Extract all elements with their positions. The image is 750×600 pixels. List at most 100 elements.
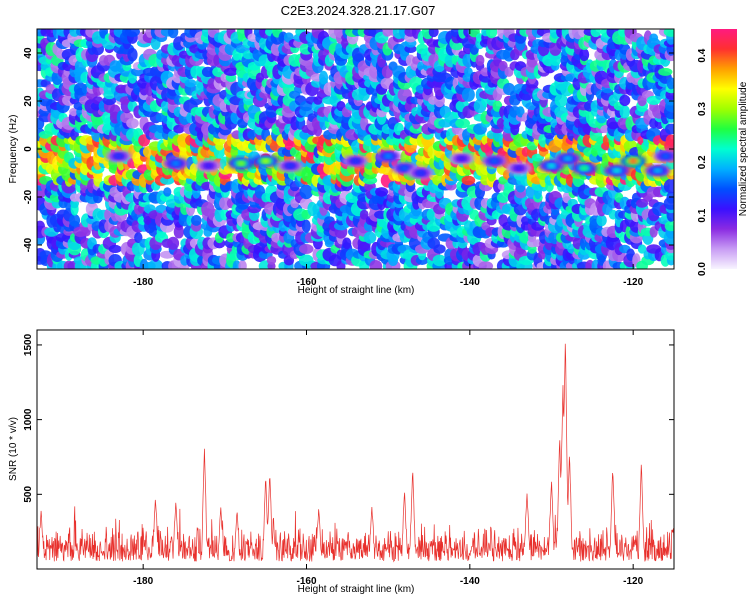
snr-plot-area (37, 330, 674, 569)
spectrogram-hotspot (629, 159, 637, 163)
spectrogram-cell (191, 215, 202, 226)
spectrogram-hotspot (237, 161, 245, 166)
spectrogram-cell (238, 260, 247, 269)
spectrogram-cell (160, 176, 175, 185)
y-tick-label: 20 (23, 95, 34, 107)
spectrogram-hotspot (115, 154, 123, 159)
spectrogram-cell (167, 236, 180, 250)
spectrogram-cell (301, 219, 311, 233)
y-tick-label: -20 (23, 189, 34, 204)
spectrogram-x-ticks: -180 -160 -140 -120 (133, 29, 644, 288)
colorbar-ticks: 0.0 0.1 0.2 0.3 0.4 (697, 48, 708, 276)
spectrogram-hotspot (458, 156, 466, 161)
spectrogram-cell (69, 214, 81, 227)
spectrogram-cell (369, 260, 383, 269)
spectrogram-cell (108, 244, 122, 254)
spectrogram-hotspot (548, 163, 555, 168)
spectrogram-hotspot (662, 154, 670, 159)
spectrogram-cell (619, 105, 630, 119)
colorbar-tick-label: 0.4 (697, 48, 708, 62)
spectrogram-cell (665, 123, 674, 135)
spectrogram-hotspot (417, 171, 425, 175)
snr-panel: -180 -160 -140 -120 500 1000 1500 Height of s… (8, 329, 675, 595)
spectrogram-cells (37, 29, 674, 269)
y-tick-label: 1000 (23, 408, 34, 431)
spectrogram-cell (134, 232, 143, 244)
spectrogram-cell (554, 93, 568, 107)
x-tick-label: -140 (460, 576, 480, 587)
spectrogram-y-axis-label: Frequency (Hz) (8, 115, 19, 184)
spectrogram-hotspot (352, 159, 359, 163)
spectrogram-cell (167, 29, 179, 39)
spectrogram-cell (375, 187, 389, 197)
spectrogram-cell (666, 77, 674, 90)
spectrogram-cell (127, 47, 138, 62)
spectrogram-hotspot (654, 168, 662, 173)
spectrogram-cell (126, 118, 139, 129)
spectrogram-hotspot (613, 168, 621, 173)
spectrogram-panel: -180 -160 -140 -120 -40 -20 0 20 40 Height of s… (8, 28, 675, 296)
x-tick-label: -160 (296, 576, 316, 587)
spectrogram-cell (475, 54, 485, 66)
x-tick-label: -180 (133, 576, 153, 587)
colorbar-tick-label: 0.1 (697, 208, 708, 222)
y-tick-label: 500 (23, 486, 34, 503)
spectrogram-cell (478, 261, 494, 269)
spectrogram-cell (498, 60, 508, 72)
spectrogram-cell (637, 244, 647, 254)
spectrogram-cell (663, 29, 674, 37)
spectrogram-cell (359, 209, 369, 220)
spectrogram-hotspot (564, 156, 572, 161)
spectrogram-y-ticks: -40 -20 0 20 40 (23, 47, 674, 252)
snr-series-line (37, 343, 674, 563)
spectrogram-hotspot (262, 159, 270, 163)
spectrogram-hotspot (286, 163, 294, 168)
spectrogram-cell (433, 244, 446, 254)
y-tick-label: 40 (23, 47, 34, 59)
y-tick-label: 0 (23, 146, 34, 152)
x-tick-label: -120 (623, 576, 643, 587)
snr-y-ticks: 500 1000 1500 (23, 333, 674, 503)
x-tick-label: -180 (133, 277, 153, 288)
spectrogram-cell (596, 214, 607, 227)
spectrogram-hotspot (515, 166, 523, 171)
spectrogram-cell (649, 33, 659, 42)
spectrogram-cell (461, 175, 476, 186)
spectrogram-cell (319, 70, 329, 85)
spectrogram-cell (658, 67, 673, 76)
colorbar-tick-label: 0.2 (697, 155, 708, 169)
colorbar-label: Normalized spectral amplitude (738, 81, 749, 216)
x-tick-label: -120 (623, 277, 643, 288)
spectrogram-cell (342, 237, 352, 250)
y-tick-label: -40 (23, 237, 34, 252)
spectrogram-hotspot (172, 161, 180, 166)
spectrogram-cell (590, 29, 602, 38)
spectrogram-cell (299, 244, 314, 254)
spectrogram-cell (148, 259, 164, 269)
chart-title: C2E3.2024.328.21.17.G07 (281, 3, 436, 18)
spectrogram-cell (666, 191, 674, 204)
spectrogram-cell (461, 87, 475, 102)
spectrogram-cell (579, 48, 590, 62)
spectrogram-cell (486, 29, 498, 39)
y-tick-label: 1500 (23, 333, 34, 356)
spectrogram-cell (663, 178, 674, 194)
snr-x-axis-label: Height of straight line (km) (298, 584, 415, 595)
colorbar-gradient (711, 29, 737, 269)
spectrogram-cell (266, 256, 277, 265)
x-tick-label: -140 (460, 277, 480, 288)
spectrogram-hotspot (384, 154, 392, 159)
colorbar-tick-label: 0.0 (697, 262, 708, 276)
colorbar-tick-label: 0.3 (697, 102, 708, 116)
spectrogram-cell (184, 79, 197, 88)
snr-frame (36, 329, 675, 570)
spectrogram-cell (299, 184, 314, 200)
spectrogram-cell (163, 187, 172, 197)
spectrogram-hotspot (401, 166, 408, 171)
spectrogram-cell (464, 67, 473, 77)
spectrogram-cell (432, 254, 447, 267)
spectrogram-hotspot (490, 159, 498, 163)
spectrogram-hotspot (205, 163, 212, 168)
x-tick-label: -160 (296, 277, 316, 288)
